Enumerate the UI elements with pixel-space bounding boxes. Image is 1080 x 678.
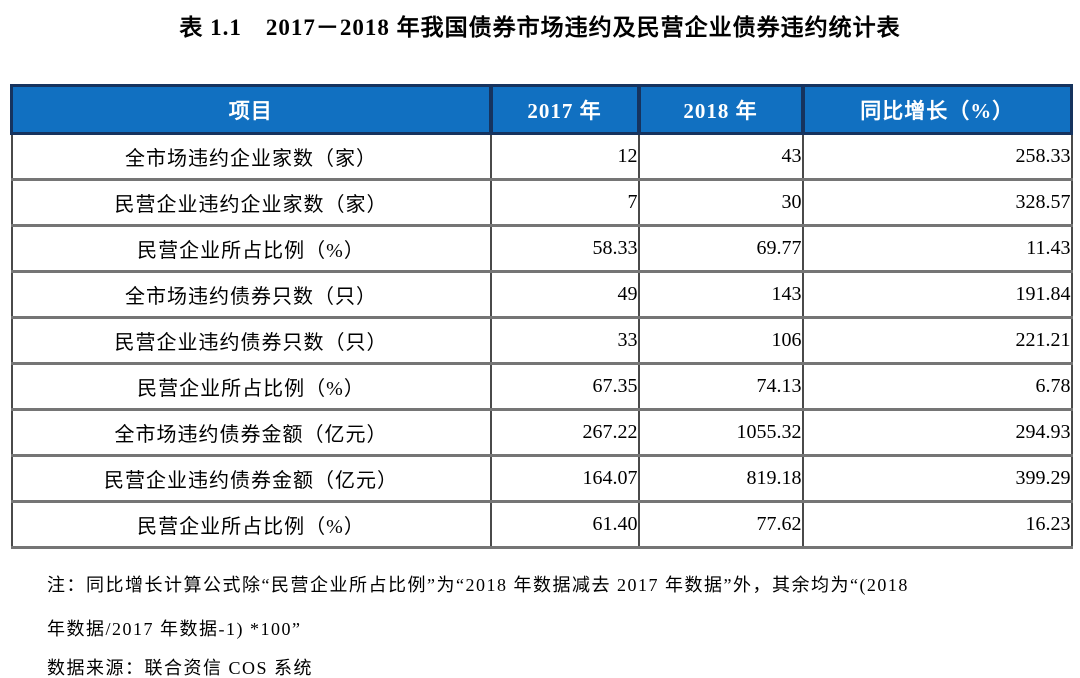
value-2017: 267.22 <box>489 408 640 457</box>
row-label: 民营企业所占比例（%） <box>10 362 492 411</box>
row-label: 全市场违约债券金额（亿元） <box>10 408 492 457</box>
value-yoy-growth: 294.93 <box>801 408 1073 457</box>
value-2017: 12 <box>489 132 640 181</box>
value-2018: 77.62 <box>637 500 804 549</box>
value-yoy-growth: 11.43 <box>801 224 1073 273</box>
row-label: 民营企业所占比例（%） <box>10 224 492 273</box>
row-label: 全市场违约企业家数（家） <box>10 132 492 181</box>
table-body: 全市场违约企业家数（家） 12 43 258.33 民营企业违约企业家数（家） 7 30 32… <box>10 132 1073 549</box>
value-2018: 819.18 <box>637 454 804 503</box>
value-yoy-growth: 191.84 <box>801 270 1073 319</box>
value-2017: 49 <box>489 270 640 319</box>
data-source-line: 数据来源：联合资信 COS 系统 <box>47 658 314 678</box>
table-header-row: 项目 2017 年 2018 年 同比增长（%） <box>10 84 1073 135</box>
row-label: 民营企业违约企业家数（家） <box>10 178 492 227</box>
value-yoy-growth: 221.21 <box>801 316 1073 365</box>
table-row: 民营企业所占比例（%） 67.35 74.13 6.78 <box>10 362 1073 411</box>
value-2018: 30 <box>637 178 804 227</box>
table-title: 表 1.1 2017－2018 年我国债券市场违约及民营企业债券违约统计表 <box>179 15 901 40</box>
table-footnotes: 注：同比增长计算公式除“民营企业所占比例”为“2018 年数据减去 2017 年… <box>47 563 1047 678</box>
column-header-yoy-growth: 同比增长（%） <box>800 84 1073 135</box>
table-row: 民营企业所占比例（%） 61.40 77.62 16.23 <box>10 500 1073 549</box>
value-yoy-growth: 16.23 <box>801 500 1073 549</box>
table-row: 全市场违约企业家数（家） 12 43 258.33 <box>10 132 1073 181</box>
column-header-2018: 2018 年 <box>636 84 805 135</box>
table-row: 全市场违约债券只数（只） 49 143 191.84 <box>10 270 1073 319</box>
value-2018: 69.77 <box>637 224 804 273</box>
footnote-line-2: 年数据/2017 年数据-1) *100” <box>47 619 302 639</box>
value-2018: 143 <box>637 270 804 319</box>
value-2018: 74.13 <box>637 362 804 411</box>
table-row: 民营企业违约债券只数（只） 33 106 221.21 <box>10 316 1073 365</box>
value-2017: 67.35 <box>489 362 640 411</box>
column-header-item: 项目 <box>10 84 493 135</box>
table-row: 民营企业所占比例（%） 58.33 69.77 11.43 <box>10 224 1073 273</box>
value-yoy-growth: 6.78 <box>801 362 1073 411</box>
value-2017: 7 <box>489 178 640 227</box>
table-row: 全市场违约债券金额（亿元） 267.22 1055.32 294.93 <box>10 408 1073 457</box>
value-2017: 164.07 <box>489 454 640 503</box>
value-2017: 58.33 <box>489 224 640 273</box>
table-row: 民营企业违约债券金额（亿元） 164.07 819.18 399.29 <box>10 454 1073 503</box>
value-2018: 1055.32 <box>637 408 804 457</box>
value-2017: 61.40 <box>489 500 640 549</box>
row-label: 全市场违约债券只数（只） <box>10 270 492 319</box>
row-label: 民营企业所占比例（%） <box>10 500 492 549</box>
value-2018: 43 <box>637 132 804 181</box>
footnote-line-1: 注：同比增长计算公式除“民营企业所占比例”为“2018 年数据减去 2017 年… <box>47 575 909 595</box>
value-yoy-growth: 399.29 <box>801 454 1073 503</box>
value-yoy-growth: 258.33 <box>801 132 1073 181</box>
row-label: 民营企业违约债券金额（亿元） <box>10 454 492 503</box>
bond-default-stats-table: 项目 2017 年 2018 年 同比增长（%） 全市场违约企业家数（家） 12 4… <box>10 84 1073 549</box>
row-label: 民营企业违约债券只数（只） <box>10 316 492 365</box>
table-row: 民营企业违约企业家数（家） 7 30 328.57 <box>10 178 1073 227</box>
value-2017: 33 <box>489 316 640 365</box>
column-header-2017: 2017 年 <box>488 84 641 135</box>
value-yoy-growth: 328.57 <box>801 178 1073 227</box>
value-2018: 106 <box>637 316 804 365</box>
